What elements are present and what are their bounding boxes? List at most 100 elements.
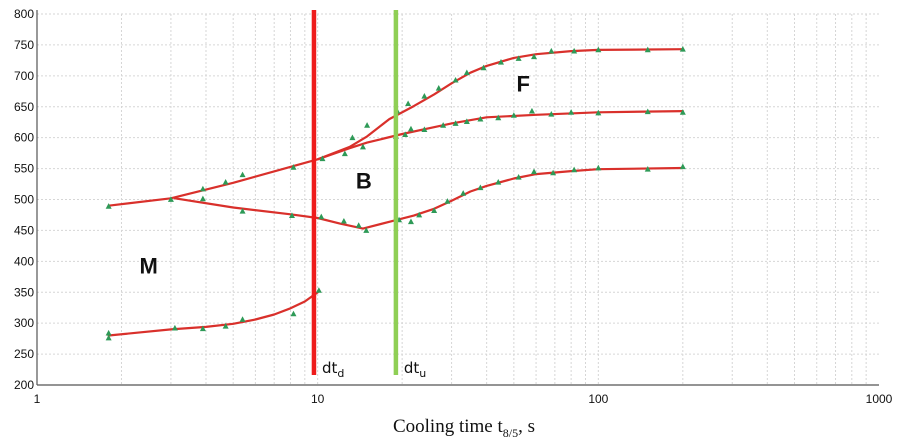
data-point — [452, 120, 459, 126]
data-point — [568, 109, 575, 115]
data-point — [452, 76, 459, 83]
data-point — [679, 46, 686, 52]
fitted-curves — [107, 48, 684, 337]
data-point — [355, 222, 362, 228]
data-point — [340, 217, 347, 224]
data-point — [435, 85, 442, 91]
data-point — [359, 143, 366, 150]
data-point — [105, 329, 112, 336]
y-tick-label: 350 — [14, 285, 34, 299]
phase-region-labels: M B F — [140, 71, 530, 278]
data-point — [199, 185, 206, 192]
data-point — [290, 310, 297, 317]
data-point — [239, 171, 246, 178]
data-point — [416, 211, 423, 218]
data-point — [318, 213, 325, 220]
data-point — [171, 324, 178, 331]
data-point — [679, 163, 686, 170]
y-tick-label: 400 — [14, 254, 34, 268]
data-point — [595, 164, 602, 171]
region-label-F: F — [516, 71, 529, 96]
data-point — [644, 166, 651, 172]
data-point — [349, 134, 356, 141]
curve-4 — [107, 291, 319, 337]
data-point — [402, 131, 409, 137]
data-point — [105, 203, 112, 209]
data-point — [477, 115, 484, 122]
data-point — [510, 112, 517, 118]
data-point — [239, 208, 246, 214]
data-point — [644, 46, 651, 53]
x-axis-title: Cooling time t8/5, s — [393, 416, 535, 437]
data-point — [105, 334, 112, 341]
x-tick-label: 100 — [588, 392, 608, 406]
y-tick-label: 800 — [14, 7, 34, 21]
data-point — [341, 150, 348, 157]
data-point — [364, 122, 371, 128]
data-point — [199, 325, 206, 332]
data-point — [463, 118, 470, 124]
data-point — [595, 109, 602, 116]
x-tick-label: 1 — [34, 392, 41, 406]
x-tick-label: 10 — [311, 392, 325, 406]
data-point — [460, 190, 467, 196]
region-label-M: M — [140, 254, 158, 279]
y-tick-label: 650 — [14, 100, 34, 114]
data-point — [550, 169, 557, 176]
data-point — [548, 110, 555, 117]
data-point — [421, 93, 428, 99]
data-point — [571, 47, 578, 54]
data-point — [421, 126, 428, 133]
data-point — [477, 184, 484, 191]
y-tick-label: 500 — [14, 193, 34, 207]
x-tick-label: 1000 — [866, 392, 893, 406]
data-point — [222, 323, 229, 329]
data-point — [239, 316, 246, 322]
y-tick-label: 200 — [14, 378, 34, 392]
axes — [36, 10, 879, 386]
data-point — [495, 178, 502, 185]
y-tick-label: 700 — [14, 69, 34, 83]
tick-labels: 200 250 300 350 400 450 500 550 600 650 700 750 800 1… — [14, 7, 893, 406]
data-point — [167, 196, 174, 202]
data-point — [405, 100, 412, 107]
y-tick-label: 600 — [14, 131, 34, 145]
data-point — [363, 227, 370, 233]
curve-3 — [316, 48, 684, 161]
data-point — [515, 174, 522, 180]
data-point — [528, 107, 535, 114]
data-point — [463, 69, 470, 76]
critical-time-lines: dtd dtu — [311, 10, 426, 380]
curve-1 — [107, 110, 684, 207]
data-point — [498, 59, 505, 65]
vline-label-dt_d: dtd — [322, 359, 344, 380]
data-point — [199, 195, 206, 202]
y-tick-label: 750 — [14, 38, 34, 52]
data-point — [407, 125, 414, 132]
data-point — [440, 122, 447, 128]
y-tick-label: 450 — [14, 223, 34, 237]
data-point — [444, 198, 451, 204]
data-point — [480, 64, 487, 71]
data-point — [288, 212, 295, 218]
data-point — [495, 114, 502, 121]
data-point — [679, 109, 686, 115]
data-point — [319, 155, 326, 162]
data-point — [407, 218, 414, 225]
region-label-B: B — [356, 168, 372, 193]
y-tick-label: 300 — [14, 316, 34, 330]
y-tick-label: 550 — [14, 162, 34, 176]
data-point — [571, 166, 578, 173]
data-point — [548, 47, 555, 54]
y-tick-label: 250 — [14, 347, 34, 361]
data-point — [531, 53, 538, 60]
vline-label-dt_u: dtu — [404, 359, 426, 380]
data-point — [595, 46, 602, 53]
data-point — [515, 55, 522, 61]
data-point — [431, 207, 438, 214]
data-point — [531, 168, 538, 175]
data-point — [222, 178, 229, 185]
grid — [37, 13, 879, 386]
data-point — [644, 108, 651, 115]
